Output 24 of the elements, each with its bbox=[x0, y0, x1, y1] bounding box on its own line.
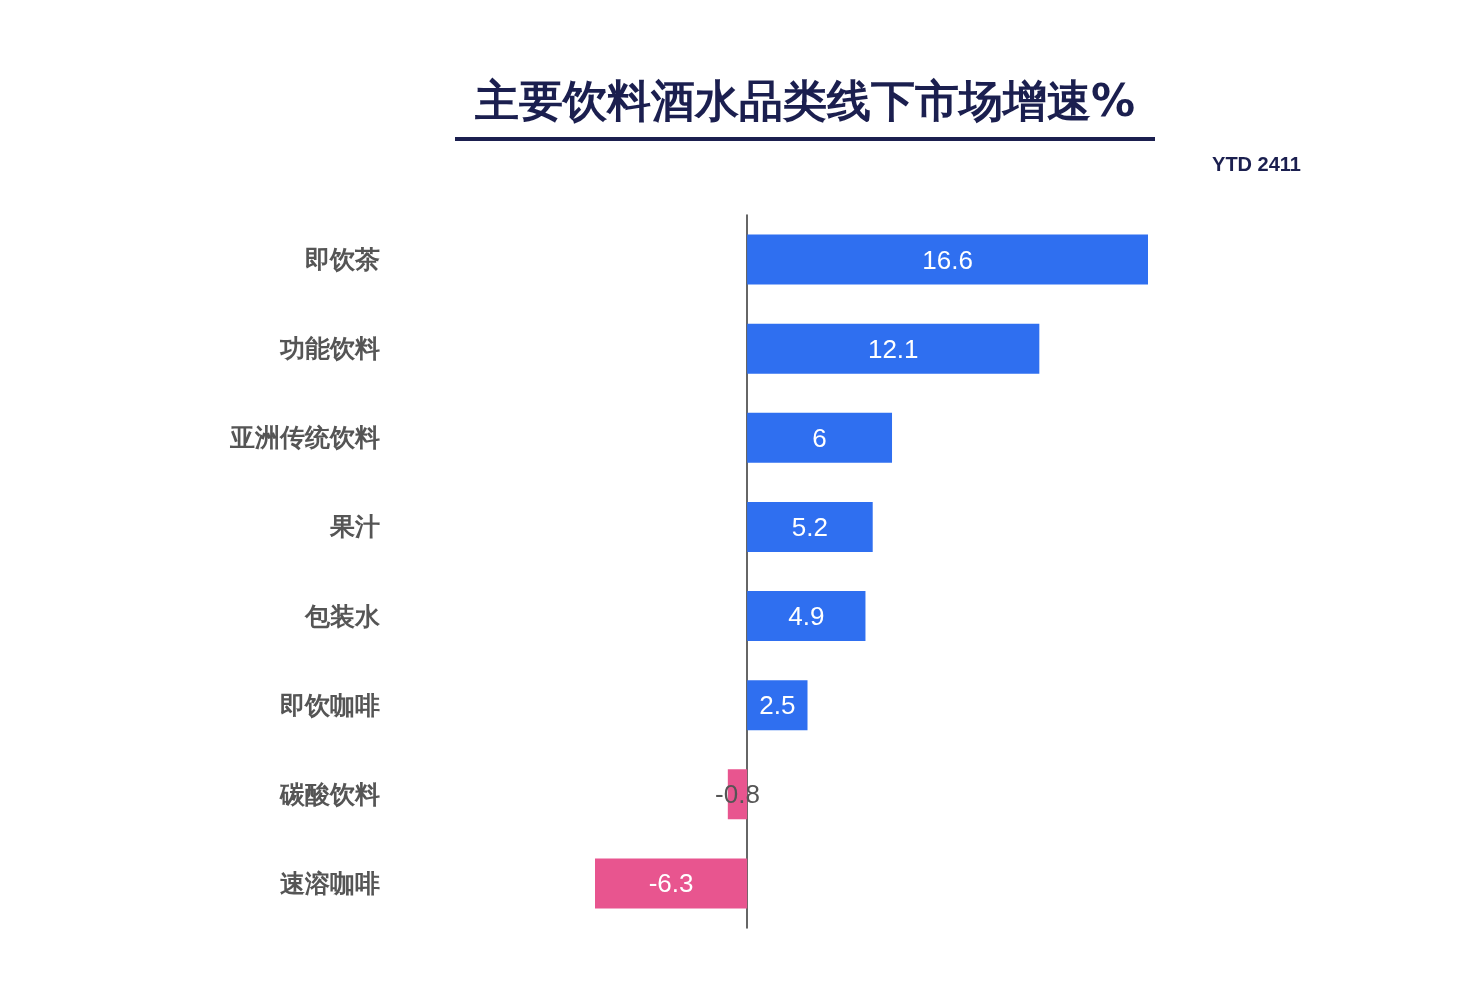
y-tick-label: 即饮茶 bbox=[305, 245, 380, 275]
y-tick-label: 亚洲传统饮料 bbox=[229, 423, 380, 453]
bar bbox=[747, 501, 873, 552]
y-tick-label: 包装水 bbox=[304, 601, 381, 631]
text: YTD 2411 bbox=[1212, 153, 1301, 176]
chart-title: 主要饮料酒水品类线下市场增速% bbox=[455, 72, 1155, 141]
data-label: 5.2 bbox=[791, 511, 828, 542]
bar bbox=[747, 591, 866, 642]
bar bbox=[747, 680, 808, 731]
data-label: 16.6 bbox=[922, 244, 973, 275]
y-tick-label: 果汁 bbox=[329, 512, 380, 542]
bar bbox=[747, 412, 893, 463]
bar bbox=[595, 858, 748, 909]
data-label: -6.3 bbox=[648, 868, 694, 899]
y-tick-label: 即饮咖啡 bbox=[280, 690, 380, 720]
data-label: 4.9 bbox=[788, 601, 825, 632]
data-label: 12.1 bbox=[867, 333, 919, 364]
bar bbox=[747, 234, 1148, 285]
y-tick-label: 速溶咖啡 bbox=[280, 868, 380, 898]
data-label: 2.5 bbox=[759, 690, 796, 721]
data-label: 6 bbox=[812, 422, 827, 453]
bar bbox=[747, 323, 1040, 374]
y-tick-label: 碳酸饮料 bbox=[279, 779, 380, 809]
y-tick-label: 功能饮料 bbox=[279, 334, 380, 364]
